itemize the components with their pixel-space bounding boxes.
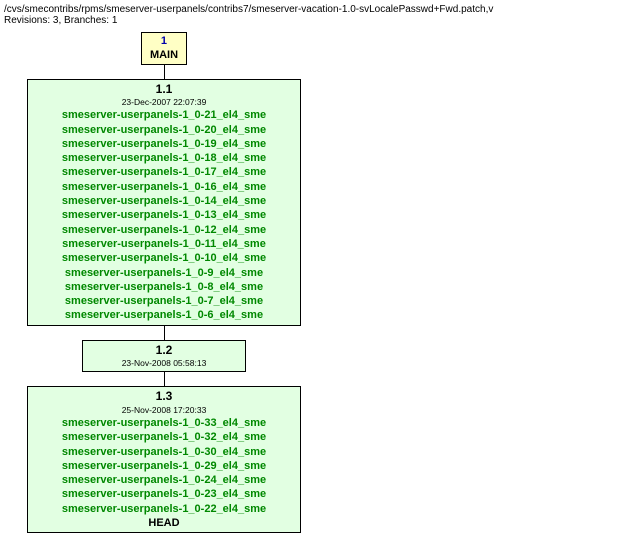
connector: [164, 372, 165, 386]
tag: smeserver-userpanels-1_0-7_el4_sme: [34, 294, 294, 308]
tag: smeserver-userpanels-1_0-9_el4_sme: [34, 266, 294, 280]
branch-name: MAIN: [150, 49, 178, 61]
tag: smeserver-userpanels-1_0-12_el4_sme: [34, 223, 294, 237]
revision-date: 25-Nov-2008 17:20:33: [34, 405, 294, 416]
tag: smeserver-userpanels-1_0-13_el4_sme: [34, 208, 294, 222]
revision-graph: 1 MAIN 1.1 23-Dec-2007 22:07:39 smeserve…: [4, 32, 324, 533]
tag: smeserver-userpanels-1_0-24_el4_sme: [34, 473, 294, 487]
tag: smeserver-userpanels-1_0-21_el4_sme: [34, 108, 294, 122]
tag: smeserver-userpanels-1_0-22_el4_sme: [34, 502, 294, 516]
revision-number: 1.2: [89, 343, 239, 359]
revision-date: 23-Nov-2008 05:58:13: [89, 358, 239, 369]
tag: smeserver-userpanels-1_0-23_el4_sme: [34, 487, 294, 501]
revision-number: 1.1: [34, 82, 294, 98]
tag: smeserver-userpanels-1_0-6_el4_sme: [34, 308, 294, 322]
head-label: HEAD: [34, 516, 294, 530]
tag: smeserver-userpanels-1_0-17_el4_sme: [34, 165, 294, 179]
revision-summary: Revisions: 3, Branches: 1: [4, 15, 628, 26]
tag: smeserver-userpanels-1_0-29_el4_sme: [34, 459, 294, 473]
revision-date: 23-Dec-2007 22:07:39: [34, 97, 294, 108]
tag: smeserver-userpanels-1_0-19_el4_sme: [34, 137, 294, 151]
tag: smeserver-userpanels-1_0-10_el4_sme: [34, 251, 294, 265]
tag: smeserver-userpanels-1_0-16_el4_sme: [34, 180, 294, 194]
branch-node[interactable]: 1 MAIN: [141, 32, 187, 65]
branch-number: 1: [161, 35, 167, 47]
connector: [164, 65, 165, 79]
revision-node-1.3[interactable]: 1.3 25-Nov-2008 17:20:33 smeserver-userp…: [27, 386, 301, 533]
tag: smeserver-userpanels-1_0-33_el4_sme: [34, 416, 294, 430]
tag: smeserver-userpanels-1_0-20_el4_sme: [34, 123, 294, 137]
tag: smeserver-userpanels-1_0-30_el4_sme: [34, 445, 294, 459]
revision-node-1.2[interactable]: 1.2 23-Nov-2008 05:58:13: [82, 340, 246, 373]
tag: smeserver-userpanels-1_0-11_el4_sme: [34, 237, 294, 251]
connector: [164, 326, 165, 340]
tag: smeserver-userpanels-1_0-8_el4_sme: [34, 280, 294, 294]
tag: smeserver-userpanels-1_0-32_el4_sme: [34, 430, 294, 444]
revision-number: 1.3: [34, 389, 294, 405]
tag: smeserver-userpanels-1_0-18_el4_sme: [34, 151, 294, 165]
revision-node-1.1[interactable]: 1.1 23-Dec-2007 22:07:39 smeserver-userp…: [27, 79, 301, 326]
tag: smeserver-userpanels-1_0-14_el4_sme: [34, 194, 294, 208]
file-path: /cvs/smecontribs/rpms/smeserver-userpane…: [4, 4, 628, 15]
